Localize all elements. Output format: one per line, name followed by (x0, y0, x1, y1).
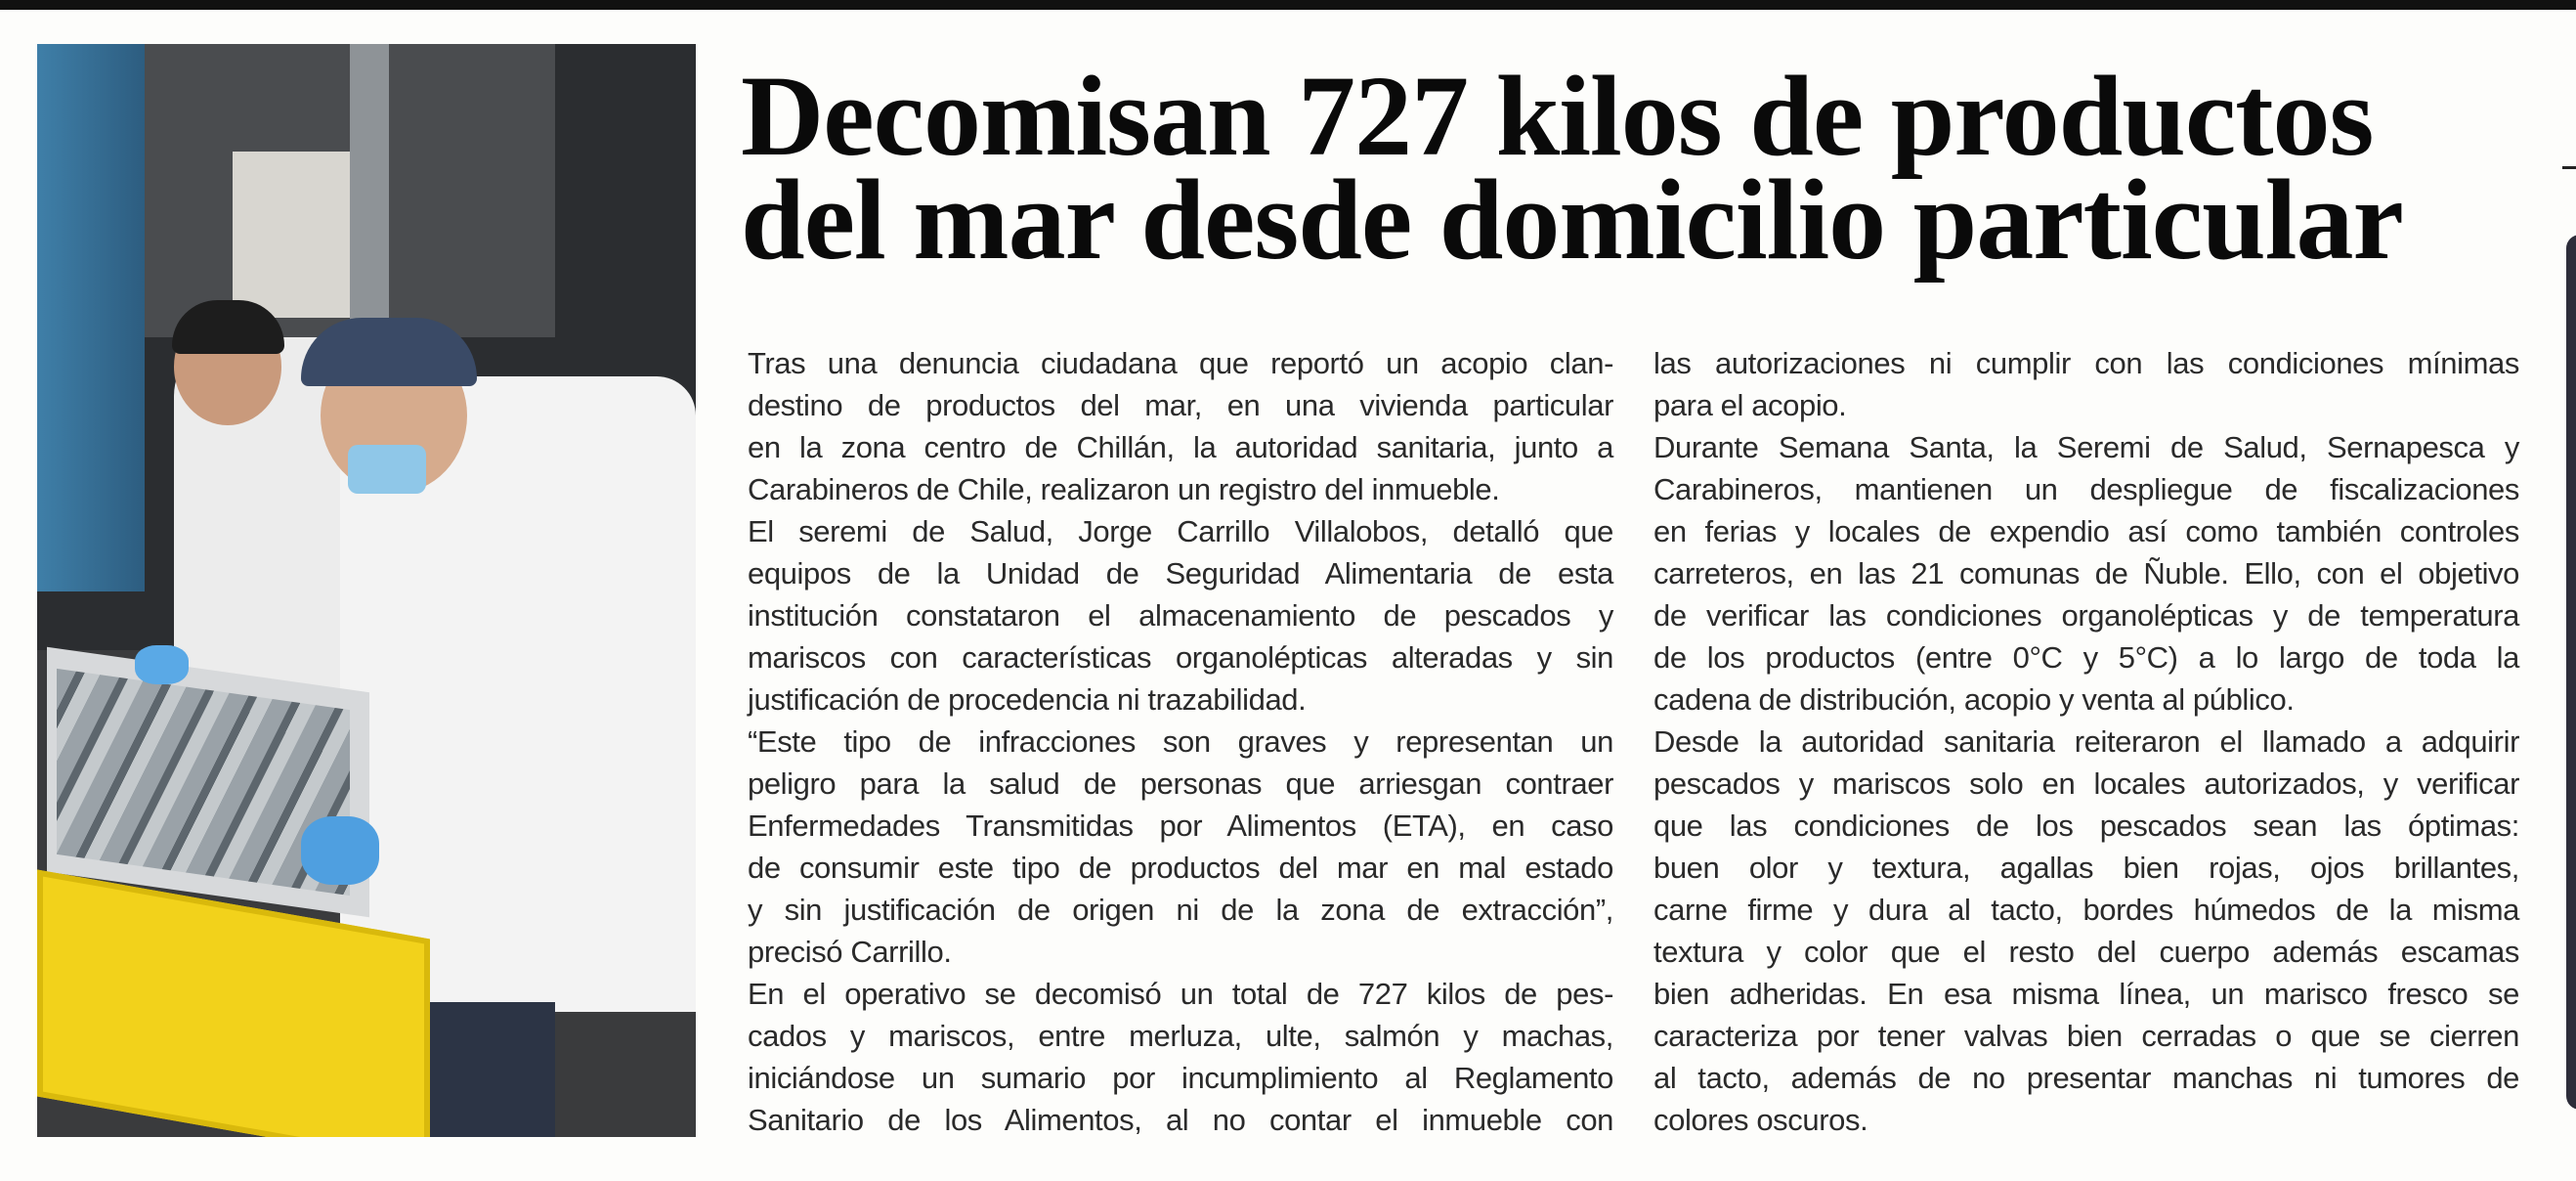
body-text-line: pescados y mariscos solo en locales auto… (1653, 766, 2519, 801)
body-column-1: Tras una denuncia ciudadana que reportó … (748, 342, 1613, 1141)
face-mask (348, 445, 426, 494)
body-text-line: Tras una denuncia ciudadana que reportó … (748, 346, 1613, 380)
body-text-line: Enfermedades Transmitidas por Alimentos … (748, 809, 1613, 843)
body-text-line: destino de productos del mar, en una viv… (748, 388, 1613, 422)
body-text-line: buen olor y textura, agallas bien rojas,… (1653, 851, 2519, 885)
body-text-line: cadena de distribución, acopio y venta a… (1653, 682, 2295, 717)
body-text-line: peligro para la salud de personas que ar… (748, 766, 1613, 801)
body-text-line: carne firme y dura al tacto, bordes húme… (1653, 893, 2519, 927)
stacked-boxes (233, 152, 360, 318)
body-column-2: las autorizaciones ni cumplir con las co… (1653, 342, 2519, 1141)
headline-line: Decomisan 727 kilos de productos (741, 52, 2374, 180)
truck-frame (350, 44, 389, 357)
body-text-line: En el operativo se decomisó un total de … (748, 977, 1613, 1011)
body-text-line: institución constataron el almacenamient… (748, 598, 1613, 633)
body-text-line: cados y mariscos, entre merluza, ulte, s… (748, 1019, 1613, 1053)
body-text-line: que las condiciones de los pescados sean… (1653, 809, 2519, 843)
inspector-cap (301, 318, 477, 386)
body-text-line: en la zona centro de Chillán, la autorid… (748, 430, 1613, 464)
adjacent-dark-panel (2566, 235, 2576, 1110)
body-text-line: iniciándose un sumario por incumplimient… (748, 1061, 1613, 1095)
body-text-line: Desde la autoridad sanitaria reiteraron … (1653, 724, 2519, 759)
truck-door (37, 44, 145, 591)
body-text-line: de verificar las condiciones organolépti… (1653, 598, 2519, 633)
glove-right (301, 816, 379, 885)
body-text-line: Carabineros, mantienen un despliegue de … (1653, 472, 2519, 506)
adjacent-article-rule (2562, 166, 2576, 169)
body-text-line: para el acopio. (1653, 388, 1847, 422)
body-text-line: de consumir este tipo de productos del m… (748, 851, 1613, 885)
headline: Decomisan 727 kilos de productos del mar… (741, 52, 2404, 284)
body-text-line: y sin justificación de origen ni de la z… (748, 893, 1613, 927)
body-text-line: colores oscuros. (1653, 1103, 1868, 1137)
body-text-line: bien adheridas. En esa misma línea, un m… (1653, 977, 2519, 1011)
body-text-line: justificación de procedencia ni trazabil… (748, 682, 1307, 717)
body-text-line: mariscos con características organolépti… (748, 640, 1613, 675)
body-text-line: las autorizaciones ni cumplir con las co… (1653, 346, 2519, 380)
glove-left (135, 645, 189, 684)
article-photo (37, 44, 696, 1137)
headline-line: del mar desde domicilio particular (741, 155, 2404, 284)
body-text-line: caracteriza por tener valvas bien cerrad… (1653, 1019, 2519, 1053)
body-text-line: en ferias y locales de expendio así como… (1653, 514, 2519, 548)
body-text-line: carreteros, en las 21 comunas de Ñuble. … (1653, 556, 2519, 590)
inspector-back-hair (172, 300, 284, 354)
body-text-line: Durante Semana Santa, la Seremi de Salud… (1653, 430, 2519, 464)
body-text-line: El seremi de Salud, Jorge Carrillo Villa… (748, 514, 1613, 548)
body-text-line: Carabineros de Chile, realizaron un regi… (748, 472, 1500, 506)
body-text-line: Sanitario de los Alimentos, al no contar… (748, 1103, 1613, 1137)
body-text-line: equipos de la Unidad de Seguridad Alimen… (748, 556, 1613, 590)
body-text-line: de los productos (entre 0°C y 5°C) a lo … (1653, 640, 2519, 675)
body-text-line: precisó Carrillo. (748, 935, 952, 969)
body-text-line: textura y color que el resto del cuerpo … (1653, 935, 2519, 969)
body-text-line: “Este tipo de infracciones son graves y … (748, 724, 1613, 759)
body-text-line: al tacto, además de no presentar manchas… (1653, 1061, 2519, 1095)
top-rule (0, 0, 2576, 10)
